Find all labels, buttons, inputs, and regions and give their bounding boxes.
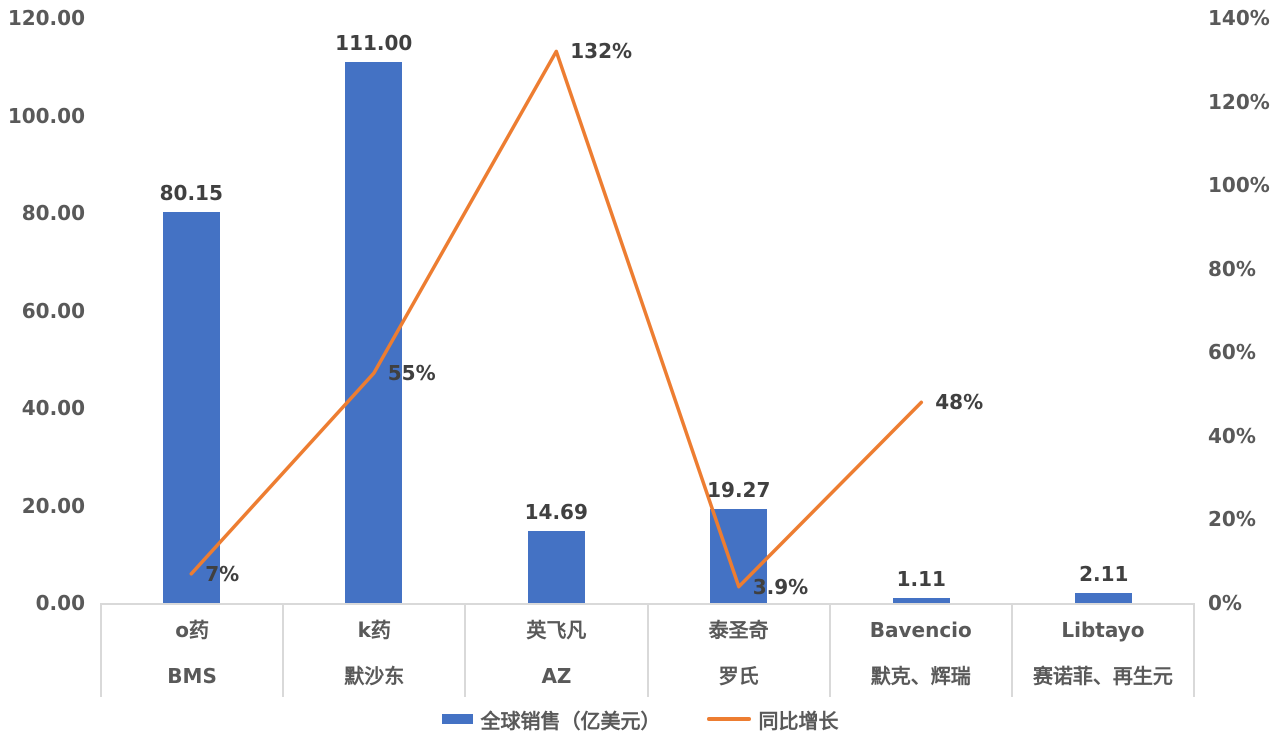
category-cell: Bavencio 默克、辉瑞 (831, 605, 1013, 697)
sales-bar-data-label: 1.11 (896, 566, 946, 591)
category-drug-label: 泰圣奇 (708, 618, 769, 642)
left-axis-tick-label: 80.00 (21, 201, 85, 225)
left-axis-tick-label: 20.00 (21, 493, 85, 518)
category-cell: o药 BMS (100, 605, 285, 697)
category-axis: o药 BMS k药默沙东 英飞凡 AZ 泰圣奇罗氏 Bavencio 默克、辉瑞 Libtayo… (100, 603, 1196, 697)
right-axis-tick-label: 120% (1208, 89, 1270, 114)
sales-bar (1075, 592, 1133, 603)
sales-bar (892, 597, 950, 603)
category-company-label: 赛诺菲、再生元 (1032, 664, 1173, 688)
growth-line-data-label: 48% (935, 390, 984, 415)
growth-line-data-label: 3.9% (752, 574, 809, 599)
left-axis-tick-label: 120.00 (7, 6, 85, 30)
legend-growth-label: 同比增长 (758, 708, 839, 733)
growth-line-data-label: 55% (387, 361, 436, 386)
category-drug-label: 英飞凡 (526, 618, 587, 642)
legend-item-growth: 同比增长 (706, 705, 839, 734)
right-axis-tick-label: 40% (1208, 423, 1256, 448)
left-axis-tick-label: 40.00 (21, 396, 85, 420)
category-company-label: AZ (541, 664, 572, 688)
category-company-label: 默克、辉瑞 (870, 664, 971, 688)
category-cell: Libtayo 赛诺菲、再生元 (1013, 605, 1196, 697)
category-company-label: 罗氏 (718, 664, 759, 688)
sales-bar-data-label: 14.69 (524, 500, 588, 525)
bar-series-swatch-icon (441, 714, 473, 724)
line-series-swatch-icon (706, 717, 751, 721)
sales-bar (345, 61, 403, 603)
left-axis-tick-label: 60.00 (21, 298, 85, 323)
category-cell: 泰圣奇 罗氏 (649, 605, 831, 697)
growth-line-data-label: 132% (570, 39, 633, 64)
category-drug-label: Libtayo (1061, 618, 1145, 642)
sales-bar-data-label: 19.27 (707, 478, 771, 503)
sales-bar-data-label: 111.00 (335, 30, 413, 55)
category-drug-label: o药 (175, 618, 209, 642)
sales-bar-data-label: 2.11 (1079, 561, 1129, 586)
category-company-label: 默沙东 (344, 664, 405, 688)
left-axis-tick-label: 100.00 (7, 103, 85, 128)
right-axis-tick-label: 80% (1208, 256, 1256, 281)
category-cell: 英飞凡 AZ (466, 605, 649, 697)
right-axis-tick-label: 20% (1208, 507, 1256, 532)
category-company-label: BMS (167, 664, 217, 688)
legend-sales-label: 全球销售（亿美元） (480, 708, 661, 733)
category-drug-label: k药 (357, 618, 391, 642)
right-axis-tick-label: 100% (1208, 173, 1270, 198)
right-axis-tick-label: 0% (1208, 591, 1242, 615)
sales-bar (162, 212, 220, 603)
left-axis-tick-label: 0.00 (35, 591, 85, 615)
sales-bar (527, 531, 585, 603)
legend: 全球销售（亿美元） 同比增长 (0, 702, 1280, 736)
category-cell: k药默沙东 (284, 605, 467, 697)
right-axis-tick-label: 60% (1208, 340, 1256, 365)
sales-bar-data-label: 80.15 (159, 181, 223, 206)
category-drug-label: Bavencio (869, 618, 972, 642)
growth-line-data-label: 7% (205, 561, 240, 586)
right-axis-tick-label: 140% (1208, 6, 1270, 30)
legend-item-sales: 全球销售（亿美元） (441, 705, 661, 734)
